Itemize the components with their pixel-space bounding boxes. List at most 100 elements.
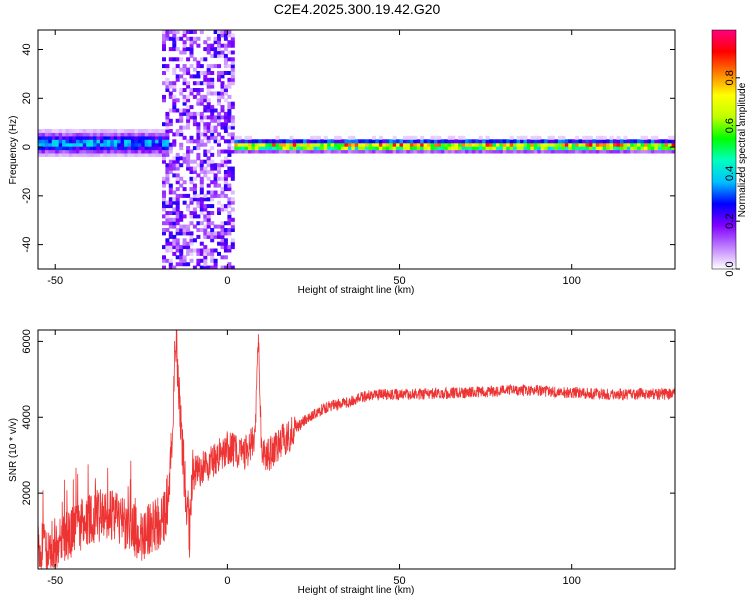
spectrogram-cell [203, 149, 208, 154]
spectrogram-cell [389, 149, 394, 154]
spectrogram-cell [265, 142, 270, 147]
spectrogram-cell [230, 40, 235, 45]
spectrogram-cell [313, 135, 318, 140]
spectrogram-cell [172, 241, 177, 246]
spectrogram-cell [106, 135, 111, 140]
spectrogram-cell [210, 129, 215, 133]
spectrogram-cell [192, 166, 197, 171]
spectrogram-cell [165, 139, 170, 144]
spectrogram-cell [162, 156, 166, 161]
spectrogram-cell [155, 152, 160, 157]
spectrogram-cell [144, 142, 149, 147]
spectrogram-cell [165, 142, 170, 147]
spectrogram-cell [182, 152, 187, 157]
spectrogram-cell [378, 149, 383, 154]
spectrogram-cell [206, 98, 211, 103]
spectrogram-cell [482, 146, 487, 151]
spectrogram-cell [223, 129, 228, 133]
spectrogram-cell [179, 57, 184, 62]
spectrogram-cell [134, 135, 139, 140]
spectrogram-cell [165, 135, 170, 140]
spectrogram-cell [168, 234, 173, 239]
spectrogram-cell [182, 77, 187, 82]
spectrogram-cell [210, 135, 215, 140]
spectrogram-cell [468, 146, 473, 151]
spectrogram-cell [179, 129, 184, 133]
spectrogram-cell [554, 139, 559, 144]
spectrogram-cell [537, 142, 542, 147]
spectrogram-cell [186, 139, 191, 144]
spectrogram-cell [199, 170, 204, 174]
spectrogram-cell [220, 190, 225, 195]
spectrogram-cell [223, 163, 228, 168]
spectrogram-cell [502, 146, 507, 151]
spectrogram-cell [537, 139, 542, 144]
spectrogram-cell [186, 125, 191, 130]
spectrogram-cell [210, 105, 215, 110]
spectrogram-cell [227, 204, 232, 209]
spectrogram-cell [206, 105, 211, 110]
spectrogram-cell [619, 146, 624, 151]
spectrogram-cell [155, 132, 160, 137]
spectrogram-cell [551, 146, 555, 151]
spectrogram-cell [127, 149, 132, 154]
spectrogram-cell [299, 146, 304, 151]
spectrogram-cell [437, 135, 442, 140]
spectrogram-cell [220, 221, 225, 226]
spectrogram-cell [192, 94, 197, 99]
spectrogram-cell [38, 135, 42, 140]
spectrogram-cell [465, 139, 469, 144]
spectrogram-cell [62, 142, 67, 147]
spectrogram-cell [165, 64, 170, 69]
spectrogram-cell [44, 132, 49, 137]
spectrogram-cell [203, 214, 208, 219]
spectrogram-cell [100, 149, 104, 154]
spectrogram-cell [378, 142, 383, 147]
spectrogram-cell [206, 265, 211, 269]
spectrogram-cell [203, 173, 208, 178]
spectrogram-cell [478, 139, 483, 144]
spectrogram-cell [172, 224, 177, 229]
spectrogram-cell [303, 149, 308, 154]
spectrogram-cell [303, 139, 308, 144]
spectrogram-cell [134, 149, 139, 154]
spectrogram-cell [165, 258, 170, 263]
spectrogram-cell [413, 135, 418, 140]
spectrogram-cell [337, 149, 342, 154]
spectrogram-cell [199, 187, 204, 192]
spectrogram-cell [582, 135, 586, 140]
spectrogram-cell [210, 146, 215, 151]
spectrogram-cell [285, 146, 290, 151]
spectrogram-cell [520, 149, 525, 154]
spectrogram-cell [158, 146, 163, 151]
spectrogram-cell [155, 146, 160, 151]
spectrogram-cell [110, 132, 115, 137]
spectrogram-cell [196, 173, 201, 178]
spectrogram-cell [165, 176, 170, 181]
spectrogram-cell [561, 135, 566, 140]
spectrogram-cell [220, 149, 225, 154]
spectrogram-cell [189, 180, 194, 185]
spectrogram-cell [168, 149, 173, 154]
spectrogram-cell [489, 146, 494, 151]
spectrogram-cell [199, 159, 204, 164]
spectrogram-cell [55, 139, 60, 144]
spectrogram-cell [223, 111, 228, 116]
spectrogram-cell [237, 135, 242, 140]
spectrogram-cell [578, 149, 583, 154]
spectrogram-cell [172, 30, 177, 34]
spectrogram-cell [168, 204, 173, 209]
spectrogram-cell [585, 149, 590, 154]
spectrogram-cell [131, 135, 135, 140]
spectrogram-cell [230, 146, 235, 151]
spectrogram-cell [162, 159, 166, 164]
spectrogram-cell [124, 132, 129, 137]
spectrogram-cell [210, 163, 215, 168]
spectrogram-cell [217, 193, 221, 198]
spectrogram-cell [186, 47, 191, 52]
spectrogram-cell [192, 187, 197, 192]
spectrogram-cell [110, 129, 115, 133]
spectrogram-cell [564, 142, 569, 147]
spectrogram-cell [523, 146, 528, 151]
